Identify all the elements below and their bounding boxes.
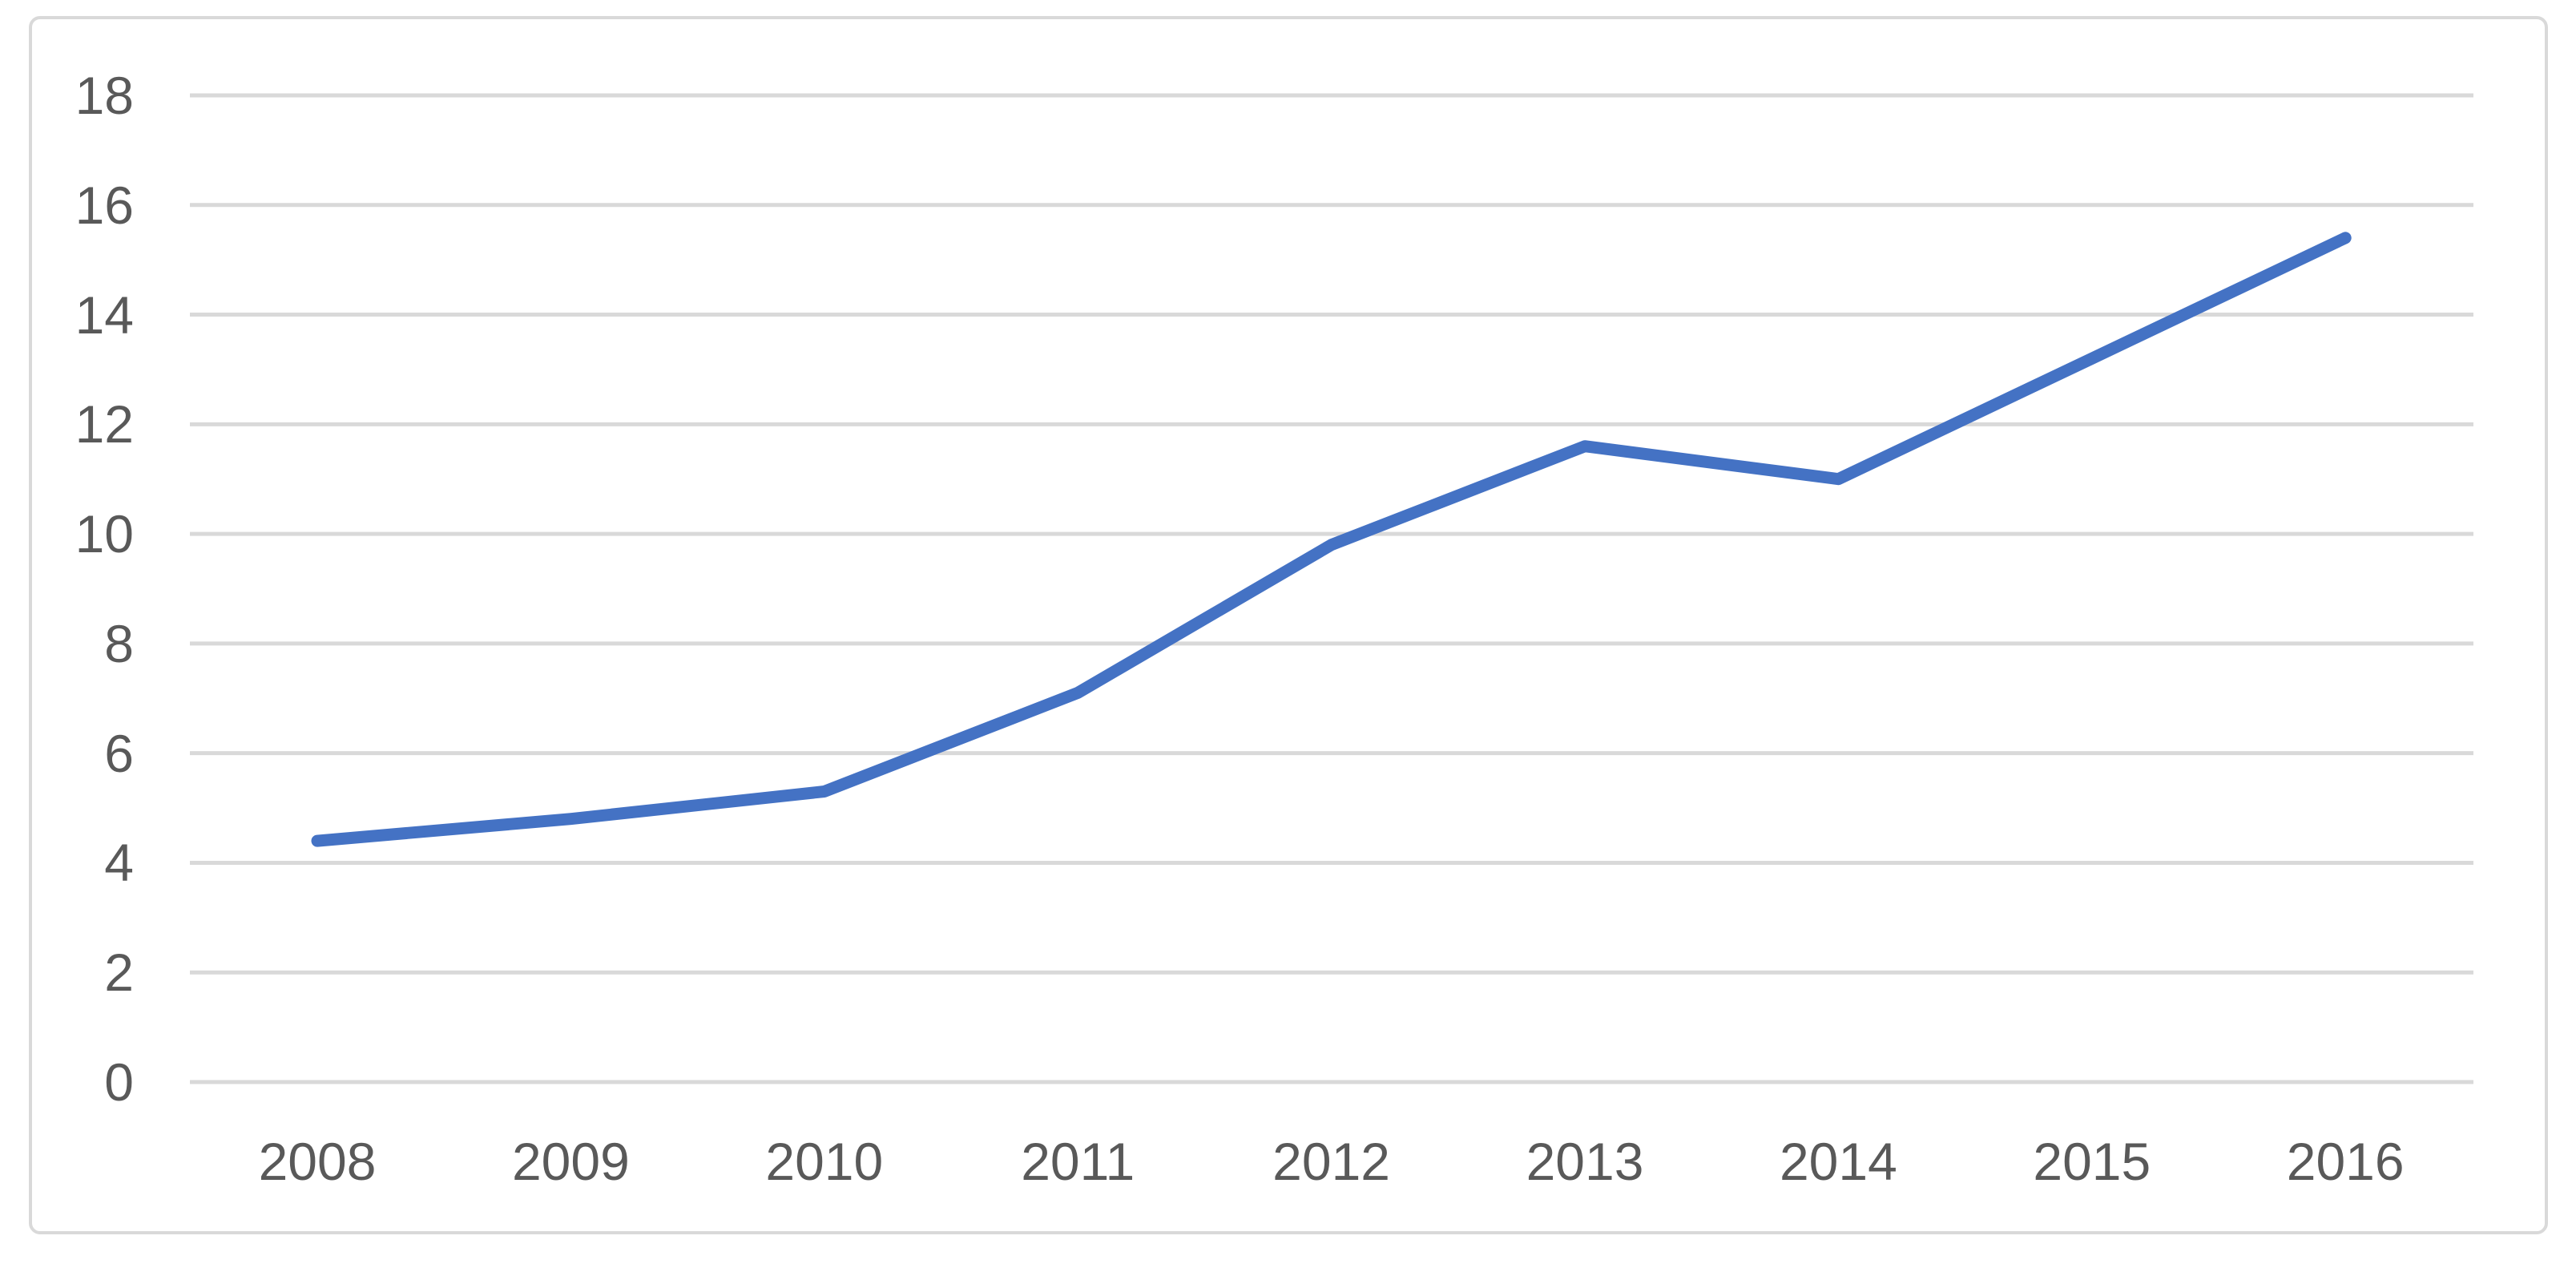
chart-frame <box>29 16 2548 1234</box>
data-line-series <box>311 232 2352 847</box>
